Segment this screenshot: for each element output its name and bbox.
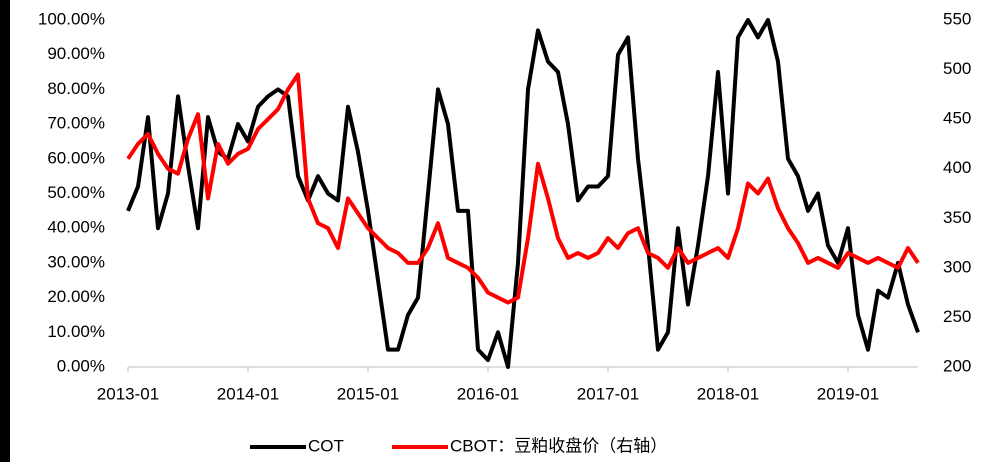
series-line [126, 72, 920, 305]
y2-tick-label: 450 [943, 109, 971, 128]
y2-tick-label: 300 [943, 257, 971, 276]
y-tick-label: 50.00% [47, 183, 105, 202]
y-tick-label: 70.00% [47, 114, 105, 133]
y-tick-label: 80.00% [47, 79, 105, 98]
left-edge [0, 0, 10, 462]
x-tick-label: 2013-01 [97, 384, 159, 403]
x-tick-label: 2016-01 [457, 384, 519, 403]
x-tick-label: 2015-01 [337, 384, 399, 403]
x-tick-label: 2018-01 [697, 384, 759, 403]
y2-tick-label: 550 [943, 9, 971, 28]
y-tick-label: 10.00% [47, 322, 105, 341]
y-tick-label: 20.00% [47, 287, 105, 306]
y-tick-label: 90.00% [47, 44, 105, 63]
y2-tick-label: 400 [943, 158, 971, 177]
x-tick-label: 2019-01 [817, 384, 879, 403]
series-line [126, 18, 920, 369]
x-tick-label: 2014-01 [217, 384, 279, 403]
legend-label: COT [308, 436, 344, 455]
y-tick-label: 60.00% [47, 148, 105, 167]
legend-label: CBOT：豆粕收盘价（右轴） [450, 436, 667, 455]
y2-tick-label: 250 [943, 307, 971, 326]
y-tick-label: 100.00% [38, 9, 105, 28]
y-tick-label: 30.00% [47, 252, 105, 271]
y2-tick-label: 200 [943, 356, 971, 375]
y2-tick-label: 500 [943, 59, 971, 78]
y2-tick-label: 350 [943, 208, 971, 227]
y-tick-label: 0.00% [57, 356, 105, 375]
x-tick-label: 2017-01 [577, 384, 639, 403]
y-tick-label: 40.00% [47, 218, 105, 237]
